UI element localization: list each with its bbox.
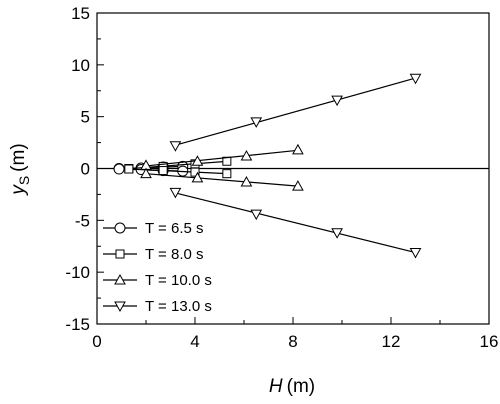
legend-label: T = 10.0 s (145, 272, 212, 289)
legend-item-1: T = 6.5 s (103, 220, 204, 237)
marker-triangle-down (250, 117, 263, 128)
marker-triangle-down (409, 247, 422, 259)
legend-item-2: T = 8.0 s (103, 246, 204, 263)
series-3 (140, 143, 304, 191)
fit-line-lower (175, 192, 416, 254)
marker-triangle-down (169, 141, 182, 152)
marker-square (222, 169, 232, 179)
y-tick-label: -5 (75, 211, 90, 230)
marker-triangle-down (250, 209, 263, 221)
marker-square (158, 166, 168, 176)
y-axis-label: yS(m) (8, 143, 32, 196)
x-tick-label: 12 (382, 332, 401, 351)
legend: T = 6.5 s T = 8.0 s T = 10.0 s T = 13.0 s (103, 220, 212, 315)
y-tick-label: 10 (71, 56, 90, 75)
marker-circle (114, 222, 126, 234)
marker-triangle-up (240, 175, 253, 187)
marker-triangle-down (409, 73, 422, 85)
marker-triangle-down (169, 187, 182, 199)
y-tick-label: -15 (65, 315, 90, 334)
legend-label: T = 13.0 s (145, 298, 212, 315)
legend-item-3: T = 10.0 s (103, 272, 212, 289)
y-tick-label: 15 (71, 4, 90, 23)
x-axis-label: H (m) (269, 376, 315, 397)
marker-triangle-down (114, 301, 126, 313)
legend-label: T = 8.0 s (145, 246, 204, 263)
x-tick-label: 0 (92, 332, 101, 351)
marker-circle (113, 163, 125, 175)
fit-line-upper (175, 77, 416, 146)
y-tick-label: 5 (81, 108, 90, 127)
y-tick-label: -10 (65, 263, 90, 282)
series-4 (169, 73, 422, 259)
marker-triangle-up (140, 167, 152, 179)
marker-triangle-up (191, 171, 204, 183)
marker-triangle-up (292, 143, 304, 155)
fit-line-lower (145, 173, 298, 187)
marker-triangle-down (331, 95, 343, 107)
legend-item-4: T = 13.0 s (103, 298, 212, 315)
legend-label: T = 6.5 s (145, 220, 204, 237)
marker-triangle-up (240, 150, 253, 161)
series-layer (113, 73, 422, 259)
y-tick-label: 0 (81, 160, 90, 179)
marker-triangle-up (191, 155, 204, 166)
marker-triangle-up (114, 273, 126, 285)
x-tick-label: 8 (288, 332, 297, 351)
x-tick-label: 4 (190, 332, 199, 351)
fit-line-upper (145, 149, 298, 167)
marker-square (190, 167, 200, 177)
marker-triangle-down (331, 228, 343, 239)
marker-square (124, 164, 134, 174)
x-tick-label: 16 (480, 332, 499, 351)
marker-triangle-up (292, 180, 304, 191)
axes: 0 4 8 12 16 -15 -10 -5 0 5 10 15 (65, 4, 498, 351)
marker-square (115, 249, 125, 259)
